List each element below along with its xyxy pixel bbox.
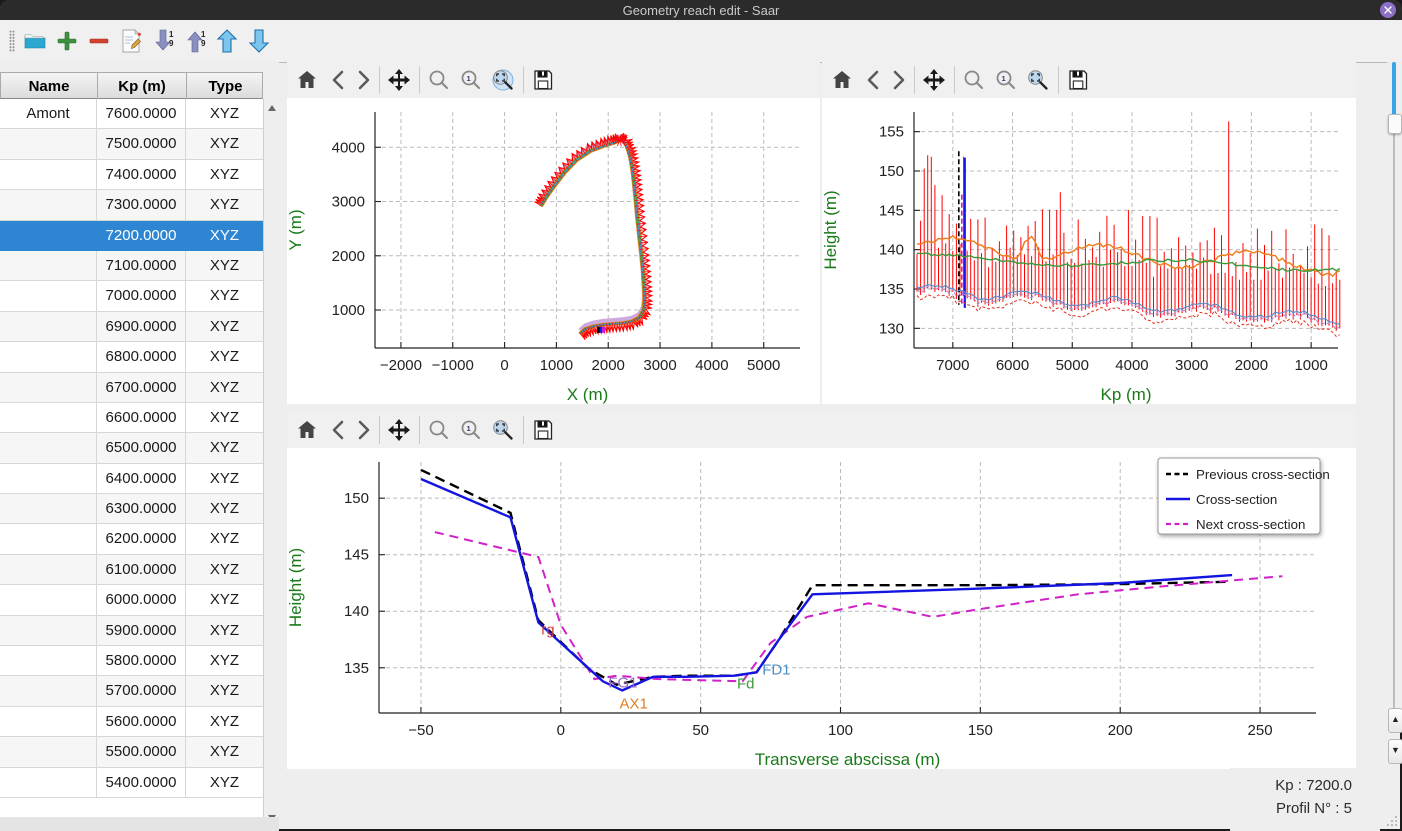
svg-text:1000: 1000 xyxy=(332,302,365,319)
svg-text:Height (m): Height (m) xyxy=(822,190,840,269)
svg-text:X (m): X (m) xyxy=(567,385,609,404)
svg-text:5000: 5000 xyxy=(1056,357,1089,374)
svg-text:Fd: Fd xyxy=(737,676,755,693)
svg-text:0: 0 xyxy=(557,722,565,739)
svg-text:50: 50 xyxy=(692,722,709,739)
svg-text:100: 100 xyxy=(828,722,853,739)
svg-text:250: 250 xyxy=(1248,722,1273,739)
svg-text:1: 1 xyxy=(467,74,471,83)
svg-text:2000: 2000 xyxy=(1235,357,1268,374)
svg-text:150: 150 xyxy=(344,490,369,507)
svg-text:Kp (m): Kp (m) xyxy=(1101,385,1152,404)
svg-text:145: 145 xyxy=(344,547,369,564)
svg-text:3000: 3000 xyxy=(643,357,676,374)
svg-text:7000: 7000 xyxy=(936,357,969,374)
svg-text:1: 1 xyxy=(201,30,206,39)
svg-text:1000: 1000 xyxy=(540,357,573,374)
svg-text:155: 155 xyxy=(879,124,904,141)
svg-text:FG1: FG1 xyxy=(608,674,637,691)
svg-text:145: 145 xyxy=(879,202,904,219)
svg-text:135: 135 xyxy=(344,660,369,677)
svg-text:130: 130 xyxy=(879,320,904,337)
svg-text:5000: 5000 xyxy=(747,357,780,374)
svg-text:1: 1 xyxy=(1002,74,1006,83)
svg-text:1: 1 xyxy=(467,424,471,433)
svg-text:Cross-section: Cross-section xyxy=(1196,492,1277,507)
svg-text:−1000: −1000 xyxy=(432,357,474,374)
svg-text:200: 200 xyxy=(1108,722,1133,739)
svg-text:Height (m): Height (m) xyxy=(287,548,305,627)
svg-text:4000: 4000 xyxy=(332,139,365,156)
svg-text:135: 135 xyxy=(879,281,904,298)
svg-text:140: 140 xyxy=(344,603,369,620)
svg-text:Next cross-section: Next cross-section xyxy=(1196,517,1305,532)
svg-text:rg: rg xyxy=(541,621,554,638)
svg-text:4000: 4000 xyxy=(1115,357,1148,374)
svg-text:6000: 6000 xyxy=(996,357,1029,374)
svg-text:3000: 3000 xyxy=(332,194,365,211)
svg-text:1: 1 xyxy=(169,30,174,39)
svg-text:Y (m): Y (m) xyxy=(287,209,305,250)
svg-text:Transverse abscissa (m): Transverse abscissa (m) xyxy=(755,750,940,769)
svg-text:9: 9 xyxy=(169,39,174,48)
svg-text:150: 150 xyxy=(879,163,904,180)
svg-text:2000: 2000 xyxy=(332,248,365,265)
svg-text:9: 9 xyxy=(201,39,206,48)
svg-text:−2000: −2000 xyxy=(380,357,422,374)
svg-text:150: 150 xyxy=(968,722,993,739)
svg-text:AX1: AX1 xyxy=(620,695,648,712)
svg-text:4000: 4000 xyxy=(695,357,728,374)
svg-text:FD1: FD1 xyxy=(762,661,790,678)
svg-text:Previous cross-section: Previous cross-section xyxy=(1196,467,1330,482)
svg-text:140: 140 xyxy=(879,242,904,259)
svg-text:0: 0 xyxy=(500,357,508,374)
svg-text:−50: −50 xyxy=(408,722,433,739)
svg-text:3000: 3000 xyxy=(1175,357,1208,374)
svg-text:2000: 2000 xyxy=(592,357,625,374)
svg-text:1000: 1000 xyxy=(1294,357,1327,374)
